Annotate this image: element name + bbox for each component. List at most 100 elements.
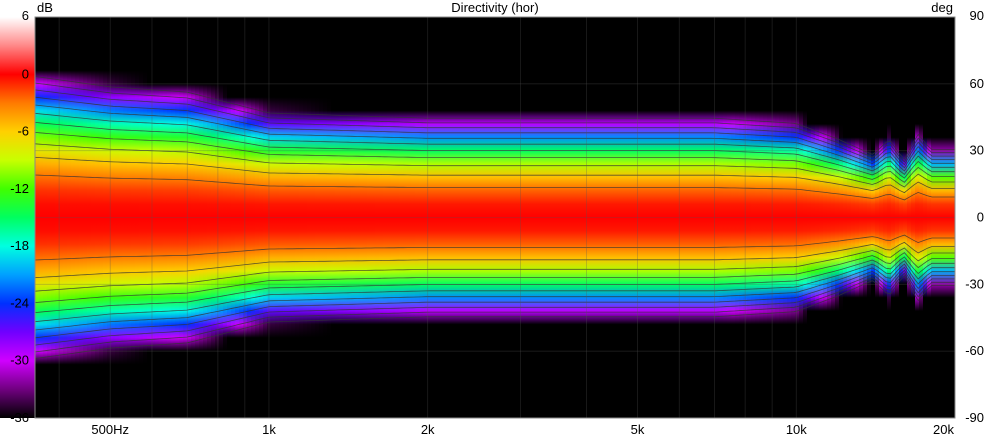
heatmap-column (463, 17, 468, 418)
heatmap-column (59, 17, 64, 418)
heatmap-column (783, 17, 788, 418)
heatmap-column (155, 17, 160, 418)
heatmap-column (899, 17, 904, 418)
colorbar: 6 0 -6 -12 -18 -24 -30 -36 (0, 8, 35, 425)
colorbar-tick-label: 6 (22, 8, 29, 23)
contour-line (35, 156, 955, 194)
colorbar-unit: dB (37, 0, 53, 15)
heatmap-column (743, 17, 748, 418)
y-tick-label: 0 (977, 210, 984, 225)
heatmap-column (643, 17, 648, 418)
heatmap-column (411, 17, 416, 418)
heatmap-column (771, 17, 776, 418)
heatmap-column (311, 17, 316, 418)
heatmap-column (695, 17, 700, 418)
heatmap-column (163, 17, 168, 418)
heatmap-column (667, 17, 672, 418)
heatmap-column (831, 17, 836, 418)
contour-line (35, 247, 955, 292)
heatmap-column (547, 17, 552, 418)
heatmap-column (127, 17, 132, 418)
heatmap-column (799, 17, 804, 418)
contour-line (35, 104, 955, 172)
y-tick-label: 30 (970, 143, 984, 158)
heatmap-column (511, 17, 516, 418)
heatmap-column (507, 17, 512, 418)
heatmap-column (259, 17, 264, 418)
heatmap-column (519, 17, 524, 418)
heatmap-column (271, 17, 276, 418)
heatmap-column (423, 17, 428, 418)
heatmap-column (275, 17, 280, 418)
heatmap-column (135, 17, 140, 418)
heatmap-column (739, 17, 744, 418)
heatmap-column (659, 17, 664, 418)
heatmap-column (475, 17, 480, 418)
heatmap-column (251, 17, 256, 418)
heatmap-column (339, 17, 344, 418)
colorbar-tick-label: -30 (10, 353, 29, 368)
colorbar-tick-label: -12 (10, 181, 29, 196)
heatmap-column (239, 17, 244, 418)
heatmap-column (279, 17, 284, 418)
heatmap-column (523, 17, 528, 418)
heatmap-column (875, 17, 880, 418)
heatmap-column (235, 17, 240, 418)
heatmap-column (91, 17, 96, 418)
heatmap-column (71, 17, 76, 418)
contour-line (35, 132, 955, 183)
heatmap-column (867, 17, 872, 418)
heatmap-column (351, 17, 356, 418)
heatmap-column (295, 17, 300, 418)
heatmap-column (199, 17, 204, 418)
x-axis-ticks: 500Hz 1k 2k 5k 10k 20k (91, 422, 954, 437)
heatmap-column (819, 17, 824, 418)
heatmap-column (699, 17, 704, 418)
heatmap-column (611, 17, 616, 418)
heatmap-column (451, 17, 456, 418)
heatmap-column (231, 17, 236, 418)
heatmap-column (287, 17, 292, 418)
heatmap-column (943, 17, 948, 418)
heatmap-column (847, 17, 852, 418)
heatmap-column (55, 17, 60, 418)
heatmap-column (219, 17, 224, 418)
heatmap-column (187, 17, 192, 418)
heatmap-column (655, 17, 660, 418)
heatmap-column (591, 17, 596, 418)
colorbar-tick-label: -36 (10, 410, 29, 425)
heatmap-column (171, 17, 176, 418)
heatmap-column (359, 17, 364, 418)
contour-line (35, 96, 955, 169)
x-tick-label: 1k (262, 422, 276, 437)
heatmap-column (891, 17, 896, 418)
heatmap-column (947, 17, 952, 418)
heatmap-column (575, 17, 580, 418)
heatmap-column (347, 17, 352, 418)
heatmap-column (483, 17, 488, 418)
heatmap-column (87, 17, 92, 418)
heatmap-column (323, 17, 328, 418)
heatmap-column (527, 17, 532, 418)
contour-line (35, 275, 955, 359)
heatmap-column (427, 17, 432, 418)
heatmap-column (391, 17, 396, 418)
y-axis-ticks: 90 60 30 0 -30 -60 -90 (965, 8, 984, 425)
heatmap-column (143, 17, 148, 418)
heatmap-column (907, 17, 912, 418)
heatmap-column (671, 17, 676, 418)
heatmap-column (563, 17, 568, 418)
heatmap-column (443, 17, 448, 418)
heatmap-column (883, 17, 888, 418)
heatmap-column (47, 17, 52, 418)
heatmap-column (587, 17, 592, 418)
heatmap-column (731, 17, 736, 418)
heatmap-column (431, 17, 436, 418)
heatmap-column (747, 17, 752, 418)
contour-line (35, 76, 955, 160)
heatmap-column (815, 17, 820, 418)
heatmap-column (835, 17, 840, 418)
contour-line (35, 82, 955, 163)
heatmap-cells (35, 17, 955, 418)
heatmap-column (795, 17, 800, 418)
